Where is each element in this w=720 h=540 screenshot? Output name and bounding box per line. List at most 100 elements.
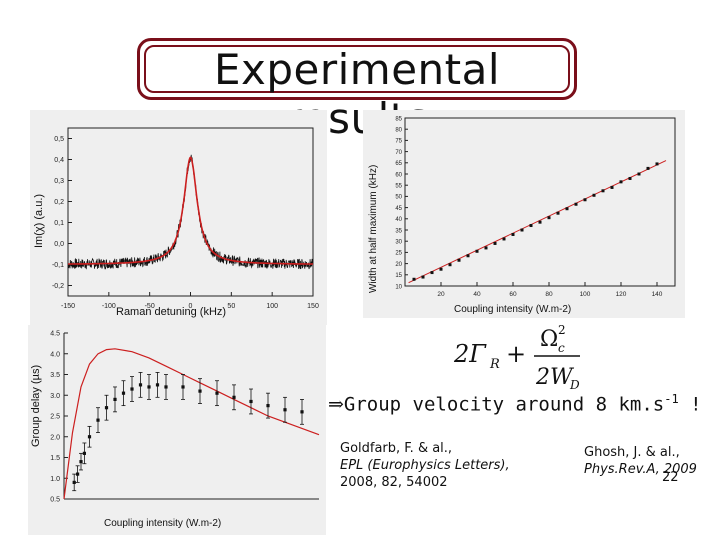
width-ytick-label: 15 xyxy=(395,273,402,279)
width-data-point xyxy=(574,202,578,206)
width-ytick-label: 45 xyxy=(395,206,402,212)
delay-data-point xyxy=(181,385,185,389)
delay-data-point xyxy=(300,410,304,414)
width-xtick-label: 140 xyxy=(652,291,663,298)
delay-data-point xyxy=(164,385,168,389)
lorentzian-chart-panel: -150 -100 -50 0 50 100 150 -0,2 -0,1 0,0 0,1 0,2 0,3… xyxy=(30,110,327,325)
conclusion-text: Group velocity around 8 km.s xyxy=(343,393,665,416)
delay-ytick-label: 4.5 xyxy=(50,331,60,338)
delay-ytick-label: 1.0 xyxy=(50,476,60,483)
width-data-point xyxy=(412,277,416,281)
lorentzian-xtick-label: -100 xyxy=(102,303,116,310)
width-data-point xyxy=(646,166,650,170)
delay-ylabel: Group delay (µs) xyxy=(30,364,42,447)
delay-data-point xyxy=(198,389,202,393)
formula-num-sup: 2 xyxy=(558,323,566,337)
width-data-point xyxy=(565,207,569,211)
lorentzian-xtick-label: 50 xyxy=(227,303,235,310)
width-data-point xyxy=(556,211,560,215)
formula-denominator: 2W xyxy=(535,365,575,390)
delay-data-point xyxy=(215,391,219,395)
delay-data-point xyxy=(79,460,83,464)
ref2-journal: Phys.Rev.A, 2009 xyxy=(584,462,697,477)
width-ytick-label: 25 xyxy=(395,251,402,257)
width-data-point xyxy=(583,198,587,202)
width-data-point xyxy=(457,258,461,262)
width-axes-frame xyxy=(404,117,676,287)
lorentzian-ytick-label: 0,5 xyxy=(54,136,64,143)
lorentzian-chart: -150 -100 -50 0 50 100 150 -0,2 -0,1 0,0 0,1 0,2 0,3… xyxy=(52,127,319,310)
width-xtick-label: 100 xyxy=(580,291,591,298)
delay-chart: 0.5 1.0 1.5 2.0 2.5 3.0 3.5 4.0 4.5 xyxy=(50,331,320,504)
page-number: 22 xyxy=(662,470,679,485)
delay-data-point xyxy=(72,480,76,484)
width-data-point xyxy=(430,271,434,275)
linewidth-formula: 2Γ R + Ω 2 c 2W D xyxy=(453,323,580,392)
delay-data-point xyxy=(130,387,134,391)
delay-ytick-label: 0.5 xyxy=(50,497,60,504)
conclusion-sup: -1 xyxy=(664,392,679,406)
width-data-point xyxy=(538,220,542,224)
width-data-point xyxy=(439,267,443,271)
formula-sub-r: R xyxy=(489,357,500,372)
width-xtick-label: 80 xyxy=(545,291,553,298)
width-data-point xyxy=(610,185,614,189)
delay-data-point xyxy=(155,383,160,387)
delay-data-point xyxy=(96,418,100,422)
lorentzian-ytick-label: 0,1 xyxy=(54,220,64,227)
delay-data-point xyxy=(76,472,80,476)
width-data-point xyxy=(655,162,659,166)
lorentzian-xtick-label: -50 xyxy=(145,303,155,310)
width-ytick-label: 10 xyxy=(395,284,402,290)
delay-ytick-label: 1.5 xyxy=(50,455,60,462)
width-xtick-label: 120 xyxy=(616,291,627,298)
lorentzian-ytick-label: 0,3 xyxy=(54,178,64,185)
delay-data-point xyxy=(283,408,287,412)
width-data-point xyxy=(547,216,551,220)
lorentzian-ytick-label: -0,2 xyxy=(52,283,64,290)
delay-ytick-label: 4.0 xyxy=(50,351,60,358)
ref1-authors: Goldfarb, F. & al., xyxy=(340,441,453,456)
formula-plus: + xyxy=(506,340,526,368)
width-data-point xyxy=(502,237,506,241)
lorentzian-xtick-label: -150 xyxy=(61,303,75,310)
ref1-year: 2008, 82, 54002 xyxy=(340,475,448,490)
width-data-point xyxy=(421,275,425,279)
formula-num-sub: c xyxy=(558,341,565,355)
delay-data-point xyxy=(113,397,117,401)
width-data-point xyxy=(619,180,623,184)
width-data-point xyxy=(592,193,596,197)
width-ytick-label: 65 xyxy=(395,161,402,167)
delay-xlabel: Coupling intensity (W.m-2) xyxy=(104,518,222,529)
reference-ghosh: Ghosh, J. & al., Phys.Rev.A, 2009 xyxy=(584,444,697,478)
width-xlabel: Coupling intensity (W.m-2) xyxy=(454,304,572,315)
width-ytick-label: 40 xyxy=(395,217,402,223)
ref2-authors: Ghosh, J. & al., xyxy=(584,445,680,460)
formula-den-sub: D xyxy=(569,378,580,392)
width-ytick-label: 55 xyxy=(395,184,402,190)
delay-data-point xyxy=(138,383,143,387)
delay-data-point xyxy=(82,451,86,455)
width-data-point xyxy=(520,228,524,232)
width-ytick-label: 30 xyxy=(395,240,402,246)
width-ylabel: Width at half maximum (kHz) xyxy=(368,164,379,293)
lorentzian-xtick-label: 0 xyxy=(189,303,193,310)
lorentzian-ytick-label: 0,2 xyxy=(54,199,64,206)
lorentzian-axes-frame xyxy=(67,127,314,297)
lorentzian-data-series xyxy=(67,154,314,270)
width-fit-line xyxy=(408,160,667,284)
delay-data-point xyxy=(232,395,236,399)
lorentzian-ytick-label: 0,4 xyxy=(54,157,64,164)
delay-data-point xyxy=(249,399,253,404)
lorentzian-ytick-label: -0,1 xyxy=(52,262,64,269)
width-chart-panel: 20 40 60 80 100 120 140 10 15 20 25 30 35 40 45 50 55 60 6… xyxy=(363,110,685,318)
width-xtick-label: 20 xyxy=(437,291,445,298)
width-data-point xyxy=(475,249,479,253)
width-ytick-label: 85 xyxy=(395,116,402,122)
title-frame: Experimental results xyxy=(137,38,577,143)
delay-ytick-label: 3.5 xyxy=(50,372,60,379)
width-data-point xyxy=(466,254,470,258)
delay-data-point xyxy=(121,391,126,395)
delay-data-point xyxy=(266,404,270,408)
width-data-point xyxy=(511,232,515,236)
